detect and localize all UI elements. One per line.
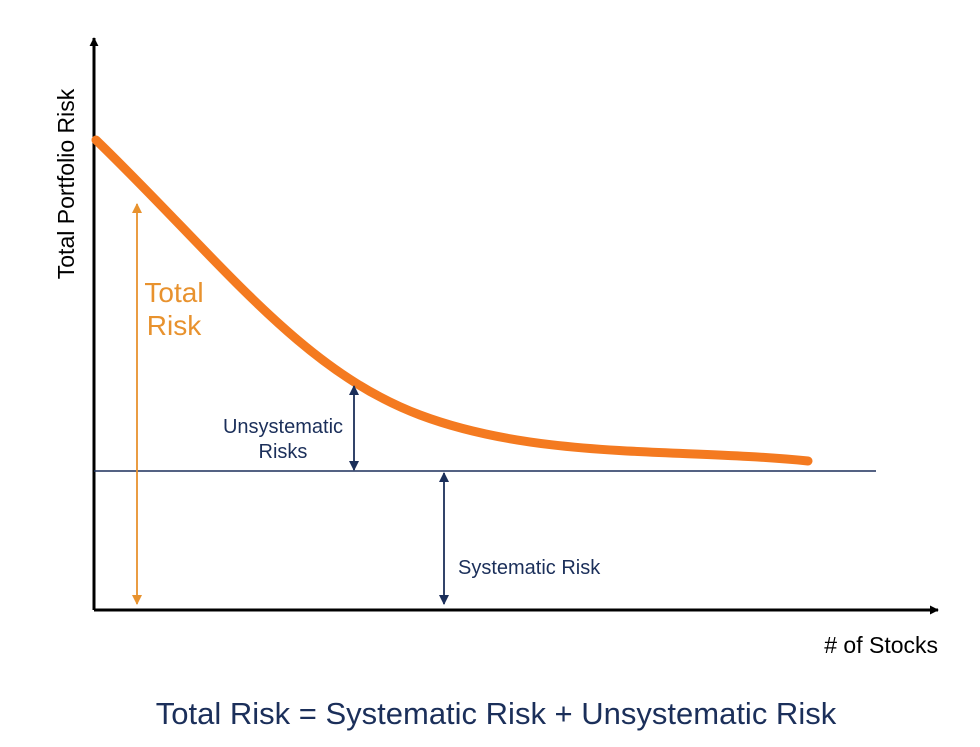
x-axis-label: # of Stocks [824, 632, 938, 658]
formula-caption: Total Risk = Systematic Risk + Unsystema… [156, 696, 837, 731]
unsystematic-risk-label-line2: Risks [259, 441, 308, 463]
total-risk-label-line2: Risk [147, 310, 202, 341]
total-risk-curve [91, 135, 813, 466]
systematic-risk-label: Systematic Risk [458, 557, 601, 579]
unsystematic-risk-label-line1: Unsystematic [223, 416, 343, 438]
y-axis-label: Total Portfolio Risk [53, 88, 79, 279]
total-risk-label-line1: Total [144, 277, 203, 308]
